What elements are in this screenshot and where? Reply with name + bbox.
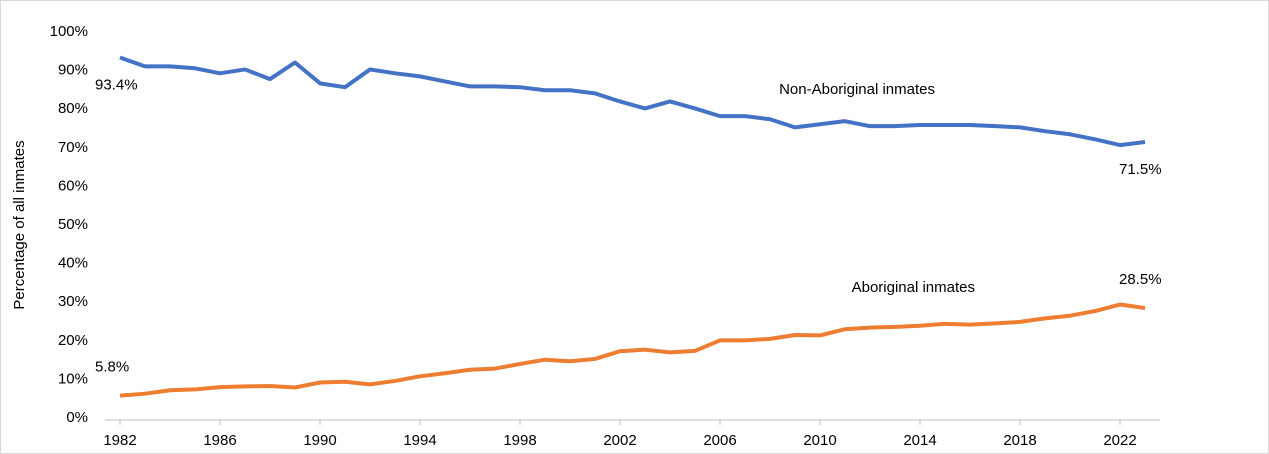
y-tick-label: 60% [58, 177, 88, 194]
x-tick-label: 1982 [103, 432, 136, 449]
series-line [119, 55, 1146, 148]
y-tick-label: 30% [58, 293, 88, 310]
data-label: 71.5% [1119, 161, 1162, 178]
y-axis-title: Percentage of all inmates [11, 140, 28, 309]
x-tick-label: 2010 [803, 432, 836, 449]
y-tick-label: 10% [58, 370, 88, 387]
data-label: 5.8% [95, 359, 129, 376]
y-tick-label: 40% [58, 255, 88, 272]
y-tick-label: 50% [58, 216, 88, 233]
y-tick-label: 70% [58, 139, 88, 156]
x-tick-label: 1994 [403, 432, 436, 449]
y-tick-label: 90% [58, 62, 88, 79]
x-tick-label: 2018 [1003, 432, 1036, 449]
x-tick-label: 2014 [903, 432, 936, 449]
y-tick-label: 100% [50, 23, 88, 40]
series-line [119, 302, 1146, 398]
data-label: 93.4% [95, 76, 138, 93]
y-tick-label: 80% [58, 100, 88, 117]
x-tick-label: 1990 [303, 432, 336, 449]
x-tick-label: 2002 [603, 432, 636, 449]
x-tick-label: 1986 [203, 432, 236, 449]
series-name: Non-Aboriginal inmates [779, 81, 935, 98]
y-tick-label: 0% [66, 409, 88, 426]
x-tick-label: 2006 [703, 432, 736, 449]
x-tick-label: 1998 [503, 432, 536, 449]
data-label: 28.5% [1119, 271, 1162, 288]
x-tick-label: 2022 [1103, 432, 1136, 449]
series-name: Aboriginal inmates [852, 279, 975, 296]
y-tick-label: 20% [58, 332, 88, 349]
